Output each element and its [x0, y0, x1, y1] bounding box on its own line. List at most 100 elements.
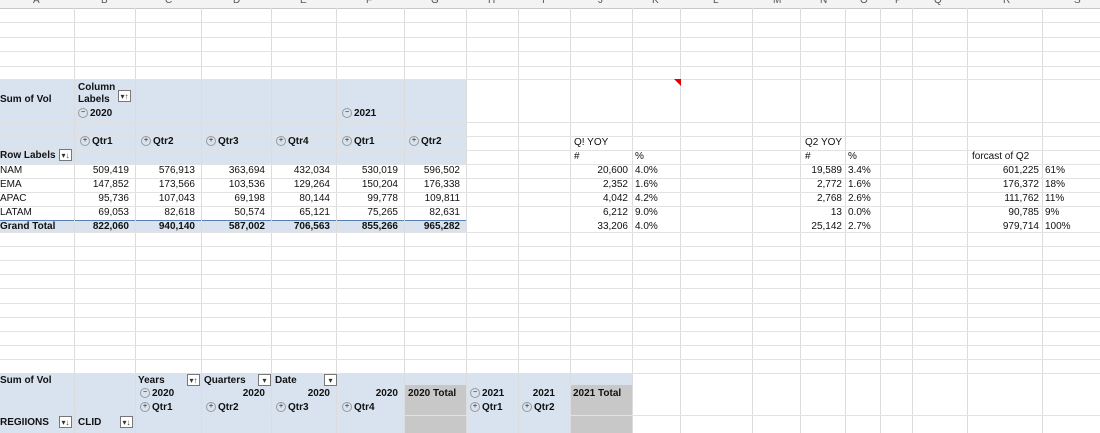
- pivot2-quarter-2021-qtr2[interactable]: + Qtr2: [522, 402, 555, 414]
- q1-yoy-percent[interactable]: 4.0%: [635, 165, 658, 176]
- pivot1-cell[interactable]: 176,338: [423, 179, 460, 190]
- expand-icon[interactable]: +: [276, 136, 286, 147]
- pivot1-cell[interactable]: 363,694: [228, 165, 265, 176]
- q2-yoy-percent[interactable]: 3.4%: [848, 165, 871, 176]
- forecast-share[interactable]: 18%: [1045, 179, 1066, 190]
- pivot1-quarter-header[interactable]: + Qtr1: [342, 136, 375, 148]
- pivot1-values-label[interactable]: Sum of Vol: [0, 94, 52, 105]
- forecast-value[interactable]: 601,225: [1002, 165, 1039, 176]
- forecast-share[interactable]: 9%: [1045, 207, 1060, 218]
- pivot1-year-2021[interactable]: −2021: [342, 108, 376, 120]
- pivot1-cell[interactable]: 69,198: [234, 193, 265, 204]
- forecast-value[interactable]: 979,714: [1002, 221, 1039, 232]
- comment-indicator[interactable]: [674, 79, 681, 86]
- pivot1-quarter-header[interactable]: + Qtr4: [276, 136, 309, 148]
- col-header-M[interactable]: M: [773, 0, 782, 6]
- expand-icon[interactable]: +: [206, 136, 216, 147]
- pivot1-year-2020[interactable]: −2020: [78, 108, 112, 120]
- expand-icon[interactable]: +: [342, 402, 352, 413]
- q1-yoy-value[interactable]: 20,600: [597, 165, 628, 176]
- pivot2-clid-label[interactable]: CLID: [78, 417, 102, 428]
- pivot2-regions-label[interactable]: REGIIONS: [0, 417, 49, 428]
- q1-yoy-percent[interactable]: 4.2%: [635, 193, 658, 204]
- pivot1-cell[interactable]: 576,913: [158, 165, 195, 176]
- forecast-value[interactable]: 90,785: [1008, 207, 1039, 218]
- collapse-icon[interactable]: −: [78, 108, 88, 119]
- col-header-F[interactable]: F: [366, 0, 373, 6]
- q2-yoy-percent[interactable]: 1.6%: [848, 179, 871, 190]
- pivot2-quarters-label[interactable]: Quarters: [204, 375, 246, 386]
- q2-yoy-value[interactable]: 13: [830, 207, 842, 218]
- pivot1-quarter-header[interactable]: + Qtr2: [409, 136, 442, 148]
- pivot1-cell[interactable]: 596,502: [423, 165, 460, 176]
- pivot2-values-label[interactable]: Sum of Vol: [0, 375, 52, 386]
- q2-yoy-percent[interactable]: 2.6%: [848, 193, 871, 204]
- clid-filter-button[interactable]: ▾↓: [120, 416, 133, 428]
- pivot2-col-year[interactable]: 2021: [532, 388, 555, 399]
- regions-filter-button[interactable]: ▾↓: [59, 416, 72, 428]
- pivot2-2020-total[interactable]: 2020 Total: [408, 388, 457, 399]
- pivot2-date-label[interactable]: Date: [275, 375, 297, 386]
- pivot2-2021-total[interactable]: 2021 Total: [573, 388, 622, 399]
- forecast-value[interactable]: 111,762: [1004, 193, 1039, 204]
- pivot2-quarter-qtr4[interactable]: + Qtr4: [342, 402, 375, 414]
- pivot2-quarter-qtr3[interactable]: + Qtr3: [276, 402, 309, 414]
- pivot1-cell[interactable]: 99,778: [367, 193, 398, 204]
- forecast-share[interactable]: 11%: [1045, 193, 1065, 204]
- pivot1-row-label[interactable]: NAM: [0, 165, 23, 176]
- q1-yoy-percent[interactable]: 9.0%: [635, 207, 658, 218]
- pivot1-row-label[interactable]: APAC: [0, 193, 27, 204]
- col-header-D[interactable]: D: [233, 0, 241, 6]
- pivot1-cell[interactable]: 107,043: [158, 193, 195, 204]
- col-header-A[interactable]: A: [33, 0, 40, 6]
- years-filter-button[interactable]: ▾↑: [187, 374, 200, 386]
- q2-yoy-pct-header[interactable]: %: [848, 151, 857, 162]
- collapse-icon[interactable]: −: [140, 388, 150, 399]
- q2-yoy-percent[interactable]: 2.7%: [848, 221, 871, 232]
- forecast-share[interactable]: 61%: [1045, 165, 1066, 176]
- q1-yoy-percent[interactable]: 4.0%: [635, 221, 658, 232]
- pivot1-quarter-header[interactable]: + Qtr2: [141, 136, 174, 148]
- pivot1-row-label[interactable]: LATAM: [0, 207, 32, 218]
- col-header-G[interactable]: G: [431, 0, 439, 6]
- q2-yoy-percent[interactable]: 0.0%: [848, 207, 871, 218]
- date-filter-button[interactable]: ▾: [324, 374, 337, 386]
- col-header-L[interactable]: L: [713, 0, 719, 6]
- q1-yoy-value[interactable]: 2,352: [602, 179, 628, 190]
- expand-icon[interactable]: +: [206, 402, 216, 413]
- col-header-S[interactable]: S: [1074, 0, 1081, 6]
- pivot1-grand-total-label[interactable]: Grand Total: [0, 221, 56, 232]
- expand-icon[interactable]: +: [80, 136, 90, 147]
- pivot1-cell[interactable]: 95,736: [98, 193, 129, 204]
- pivot1-cell[interactable]: 530,019: [361, 165, 398, 176]
- q1-yoy-value[interactable]: 4,042: [602, 193, 628, 204]
- row-labels-filter-button[interactable]: ▾↓: [59, 149, 72, 161]
- expand-icon[interactable]: +: [342, 136, 352, 147]
- pivot1-cell[interactable]: 173,566: [158, 179, 195, 190]
- pivot2-quarter-2021-qtr1[interactable]: + Qtr1: [470, 402, 503, 414]
- pivot1-cell[interactable]: 109,811: [424, 193, 460, 204]
- pivot1-row-labels[interactable]: Row Labels: [0, 150, 56, 161]
- col-header-K[interactable]: K: [652, 0, 659, 6]
- pivot1-cell[interactable]: 80,144: [299, 193, 330, 204]
- q1-yoy-percent[interactable]: 1.6%: [635, 179, 658, 190]
- col-header-P[interactable]: P: [895, 0, 902, 6]
- col-header-B[interactable]: B: [101, 0, 108, 6]
- pivot1-cell[interactable]: 129,264: [293, 179, 330, 190]
- forecast-title[interactable]: forcast of Q2: [972, 151, 1030, 162]
- expand-icon[interactable]: +: [470, 402, 480, 413]
- quarters-filter-button[interactable]: ▾: [258, 374, 271, 386]
- pivot2-years-label[interactable]: Years: [138, 375, 165, 386]
- q2-yoy-title[interactable]: Q2 YOY: [805, 137, 843, 148]
- expand-icon[interactable]: +: [141, 136, 151, 147]
- pivot1-column-labels-line2[interactable]: Labels: [78, 94, 110, 105]
- pivot2-year-2021[interactable]: −2021: [470, 388, 504, 400]
- pivot2-col-year[interactable]: 2020: [242, 388, 265, 399]
- pivot1-cell[interactable]: 82,618: [164, 207, 195, 218]
- q1-yoy-value[interactable]: 33,206: [597, 221, 628, 232]
- col-header-E[interactable]: E: [300, 0, 307, 6]
- pivot1-cell[interactable]: 147,852: [92, 179, 129, 190]
- expand-icon[interactable]: +: [409, 136, 419, 147]
- expand-icon[interactable]: +: [276, 402, 286, 413]
- pivot2-year-2020[interactable]: −2020: [140, 388, 174, 400]
